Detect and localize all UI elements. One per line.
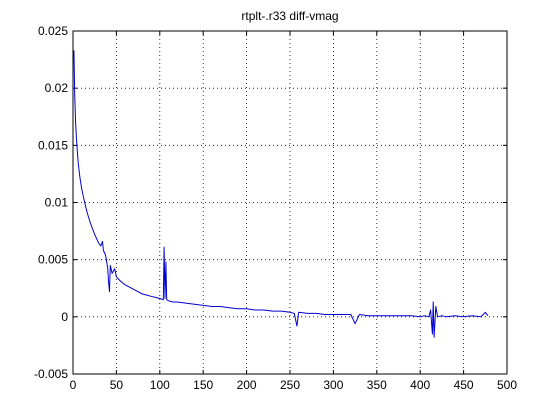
y-tick-label: 0.02 [45, 81, 69, 95]
tick-labels: 0 50 100 150 200 250 300 350 400 450 500-0.00500.0… [34, 24, 517, 392]
y-tick-label: 0.015 [38, 138, 68, 152]
x-tick-label: 450 [454, 378, 474, 392]
x-tick-label: 150 [193, 378, 213, 392]
y-tick-label: 0 [61, 310, 68, 324]
series-line [73, 50, 489, 338]
x-tick-label: 300 [323, 378, 343, 392]
y-tick-label: -0.005 [34, 367, 68, 381]
x-tick-label: 50 [110, 378, 124, 392]
x-tick-label: 0 [70, 378, 77, 392]
y-tick-label: 0.005 [38, 253, 68, 267]
x-tick-label: 250 [280, 378, 300, 392]
y-tick-label: 0.01 [45, 196, 69, 210]
y-tick-label: 0.025 [38, 24, 68, 38]
x-tick-label: 400 [410, 378, 430, 392]
x-tick-label: 200 [237, 378, 257, 392]
plot-frame [72, 30, 508, 375]
series-group [73, 50, 489, 338]
x-tick-label: 350 [367, 378, 387, 392]
x-tick-label: 100 [150, 378, 170, 392]
x-tick-label: 500 [497, 378, 517, 392]
grid [73, 31, 507, 374]
chart-title: rtplt-.r33 diff-vmag [241, 9, 338, 23]
